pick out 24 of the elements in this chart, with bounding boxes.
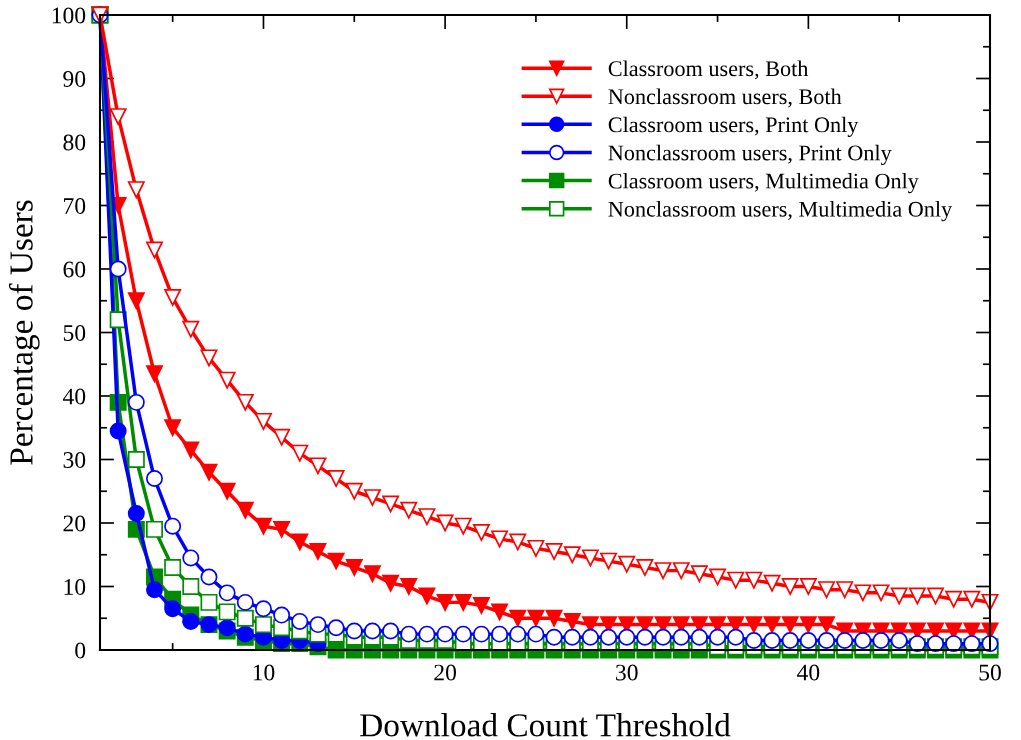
legend-label: Nonclassroom users, Print Only: [608, 144, 892, 166]
legend-label: Nonclassroom users, Multimedia Only: [608, 201, 953, 222]
y-tick-label: 0: [75, 642, 86, 659]
y-tick-label: 50: [63, 324, 86, 341]
x-tick-label: 20: [434, 664, 457, 681]
x-axis-title: Download Count Threshold: [360, 713, 731, 737]
x-tick-label: 10: [253, 664, 275, 681]
y-tick-label: 60: [63, 261, 86, 278]
y-axis-title: Percentage of Users: [8, 200, 40, 465]
legend-label: Classroom users, Multimedia Only: [608, 172, 919, 194]
x-tick-label: 50: [979, 664, 1001, 681]
legend-label: Nonclassroom users, Both: [608, 88, 842, 108]
y-tick-label: 70: [64, 197, 86, 214]
y-tick-label: 30: [63, 451, 86, 468]
y-tick-label: 100: [52, 7, 86, 24]
y-tick-label: 40: [62, 388, 86, 405]
x-tick-label: 40: [797, 664, 820, 681]
y-tick-label: 90: [63, 70, 86, 87]
x-tick-label: 30: [616, 664, 638, 681]
y-tick-label: 10: [64, 578, 86, 595]
y-tick-label: 80: [63, 134, 86, 151]
y-tick-label: 20: [63, 515, 86, 532]
legend-label: Classroom users, Both: [608, 60, 809, 80]
legend-label: Classroom users, Print Only: [608, 116, 859, 137]
